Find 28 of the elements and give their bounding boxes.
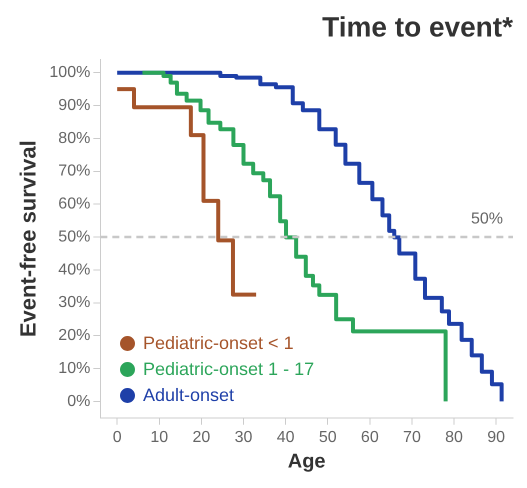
y-tick-label: 50%	[58, 228, 90, 246]
y-tick-label: 60%	[58, 196, 90, 213]
x-tick-label: 10	[150, 428, 168, 446]
x-axis-title: Age	[288, 450, 326, 473]
legend-label: Adult-onset	[143, 384, 234, 407]
x-tick-label: 50	[318, 428, 337, 446]
ref-line-label: 50%	[470, 210, 503, 228]
y-tick-label: 100%	[49, 64, 90, 82]
x-tick-label: 90	[487, 428, 506, 446]
x-tick-label: 20	[192, 428, 210, 446]
y-tick-label: 30%	[58, 294, 90, 312]
y-tick-label: 90%	[58, 97, 90, 114]
y-tick-label: 40%	[58, 261, 90, 278]
x-tick-label: 30	[234, 428, 252, 446]
legend-label: Pediatric-onset 1 - 17	[143, 358, 314, 381]
y-axis-title: Event-free survival	[15, 140, 40, 338]
y-tick-label: 70%	[58, 162, 90, 180]
x-tick-label: 0	[112, 428, 122, 446]
y-tick-label: 0%	[67, 392, 90, 410]
legend-label: Pediatric-onset < 1	[143, 332, 294, 355]
chart-title: Time to event*	[322, 12, 514, 43]
y-tick-label: 20%	[58, 327, 90, 344]
y-tick-label: 80%	[58, 130, 90, 147]
x-tick-label: 80	[445, 428, 464, 446]
x-tick-label: 40	[276, 428, 295, 446]
x-tick-label: 60	[360, 428, 379, 446]
y-tick-label: 10%	[58, 360, 90, 377]
x-tick-label: 70	[403, 428, 421, 446]
